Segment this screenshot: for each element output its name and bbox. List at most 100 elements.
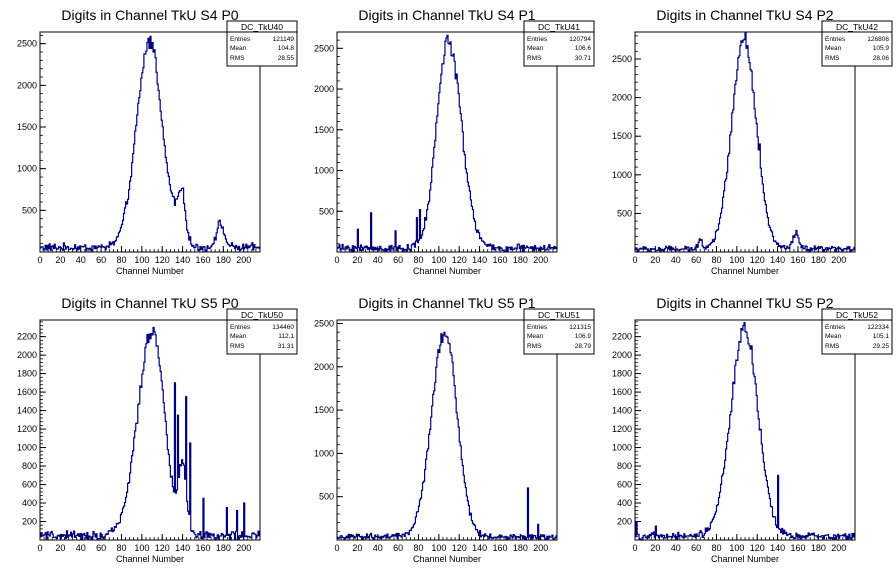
y-tick-label: 500 <box>319 206 334 216</box>
y-tick-label: 1400 <box>612 406 632 416</box>
stats-box-frame <box>226 20 298 67</box>
y-tick-label: 600 <box>22 480 37 490</box>
stats-value-rms: 30.71 <box>575 55 592 62</box>
stats-name: DC_TkU51 <box>538 310 580 320</box>
x-tick-label: 180 <box>513 543 528 553</box>
x-tick-label: 200 <box>831 543 846 553</box>
histogram-panel: Digits in Channel TkU S4 P05001000150020… <box>17 7 298 276</box>
y-tick-label: 2200 <box>612 332 632 342</box>
stats-box-frame <box>821 308 893 355</box>
stats-value-rms: 31.31 <box>278 343 295 350</box>
y-tick-label: 2000 <box>17 80 37 90</box>
stats-label-mean: Mean <box>230 45 247 52</box>
x-tick-label: 100 <box>431 255 446 265</box>
x-tick-label: 40 <box>671 255 681 265</box>
x-tick-label: 80 <box>413 543 423 553</box>
y-tick-label: 2000 <box>612 93 632 103</box>
x-tick-label: 100 <box>134 543 149 553</box>
x-tick-label: 160 <box>195 543 210 553</box>
y-tick-label: 1000 <box>17 443 37 453</box>
histogram-series <box>40 326 260 541</box>
y-tick-label: 2000 <box>314 362 334 372</box>
y-tick-label: 1500 <box>612 131 632 141</box>
x-tick-label: 200 <box>236 255 251 265</box>
stats-label-rms: RMS <box>825 55 840 62</box>
x-tick-label: 40 <box>373 543 383 553</box>
x-tick-label: 20 <box>650 255 660 265</box>
stats-label-rms: RMS <box>825 343 840 350</box>
x-tick-label: 120 <box>452 543 467 553</box>
y-tick-label: 800 <box>22 461 37 471</box>
x-tick-label: 120 <box>155 255 170 265</box>
y-tick-label: 1600 <box>17 387 37 397</box>
histogram-panel: Digits in Channel TkU S4 P15001000150020… <box>314 7 595 276</box>
x-tick-label: 200 <box>236 543 251 553</box>
x-tick-label: 100 <box>729 255 744 265</box>
stats-label-entries: Entries <box>825 36 846 43</box>
x-tick-label: 20 <box>55 255 65 265</box>
stats-box: DC_TkU42 Entries 126806 Mean 105.9 RMS 28.06 <box>821 20 893 67</box>
x-tick-label: 140 <box>770 543 785 553</box>
y-tick-label: 1500 <box>314 405 334 415</box>
stats-label-entries: Entries <box>825 324 846 331</box>
x-tick-label: 0 <box>37 543 42 553</box>
y-tick-label: 2200 <box>17 332 37 342</box>
chart-title: Digits in Channel TkU S5 P1 <box>358 295 535 311</box>
stats-label-entries: Entries <box>230 324 251 331</box>
stats-label-rms: RMS <box>230 55 245 62</box>
x-tick-label: 80 <box>116 543 126 553</box>
y-tick-label: 1400 <box>17 406 37 416</box>
x-tick-label: 140 <box>175 543 190 553</box>
y-tick-label: 200 <box>22 517 37 527</box>
x-tick-label: 60 <box>393 255 403 265</box>
x-tick-label: 80 <box>413 255 423 265</box>
chart-title: Digits in Channel TkU S5 P2 <box>656 295 833 311</box>
x-tick-label: 140 <box>175 255 190 265</box>
y-tick-label: 1000 <box>612 443 632 453</box>
y-tick-label: 1800 <box>17 369 37 379</box>
stats-box-frame <box>523 20 595 67</box>
x-tick-label: 60 <box>691 543 701 553</box>
y-tick-label: 1800 <box>612 369 632 379</box>
x-tick-label: 20 <box>352 255 362 265</box>
stats-value-rms: 28.55 <box>278 55 295 62</box>
y-tick-label: 1500 <box>314 125 334 135</box>
x-tick-label: 20 <box>650 543 660 553</box>
stats-name: DC_TkU41 <box>538 22 580 32</box>
histogram-panel: Digits in Channel TkU S4 P25001000150020… <box>612 7 893 276</box>
x-tick-label: 40 <box>373 255 383 265</box>
x-axis-label: Channel Number <box>116 266 184 276</box>
x-tick-label: 40 <box>76 255 86 265</box>
x-tick-label: 200 <box>533 255 548 265</box>
x-tick-label: 120 <box>452 255 467 265</box>
x-tick-label: 120 <box>750 255 765 265</box>
x-tick-label: 120 <box>155 543 170 553</box>
y-tick-label: 200 <box>617 517 632 527</box>
chart-title: Digits in Channel TkU S4 P0 <box>61 7 238 23</box>
y-tick-label: 2500 <box>612 54 632 64</box>
x-tick-label: 100 <box>729 543 744 553</box>
stats-value-mean: 105.1 <box>873 333 890 340</box>
x-tick-label: 160 <box>790 543 805 553</box>
x-axis-label: Channel Number <box>116 554 184 564</box>
y-tick-label: 1000 <box>314 166 334 176</box>
stats-value-entries: 121315 <box>569 324 591 331</box>
x-tick-label: 0 <box>632 255 637 265</box>
y-tick-label: 2500 <box>314 43 334 53</box>
chart-title: Digits in Channel TkU S5 P0 <box>61 295 238 311</box>
y-tick-label: 500 <box>617 208 632 218</box>
x-tick-label: 180 <box>216 255 231 265</box>
x-tick-label: 60 <box>96 543 106 553</box>
stats-label-mean: Mean <box>825 333 842 340</box>
y-tick-label: 1200 <box>17 424 37 434</box>
stats-name: DC_TkU52 <box>836 310 878 320</box>
histogram-panel: Digits in Channel TkU S5 P15001000150020… <box>314 295 595 564</box>
stats-box-frame <box>821 20 893 67</box>
x-tick-label: 160 <box>790 255 805 265</box>
stats-value-entries: 122334 <box>867 324 889 331</box>
y-tick-label: 2500 <box>17 39 37 49</box>
stats-box: DC_TkU50 Entries 134460 Mean 112.1 RMS 31.31 <box>226 308 298 355</box>
x-tick-label: 160 <box>492 543 507 553</box>
y-tick-label: 400 <box>617 498 632 508</box>
stats-value-mean: 105.9 <box>873 45 890 52</box>
